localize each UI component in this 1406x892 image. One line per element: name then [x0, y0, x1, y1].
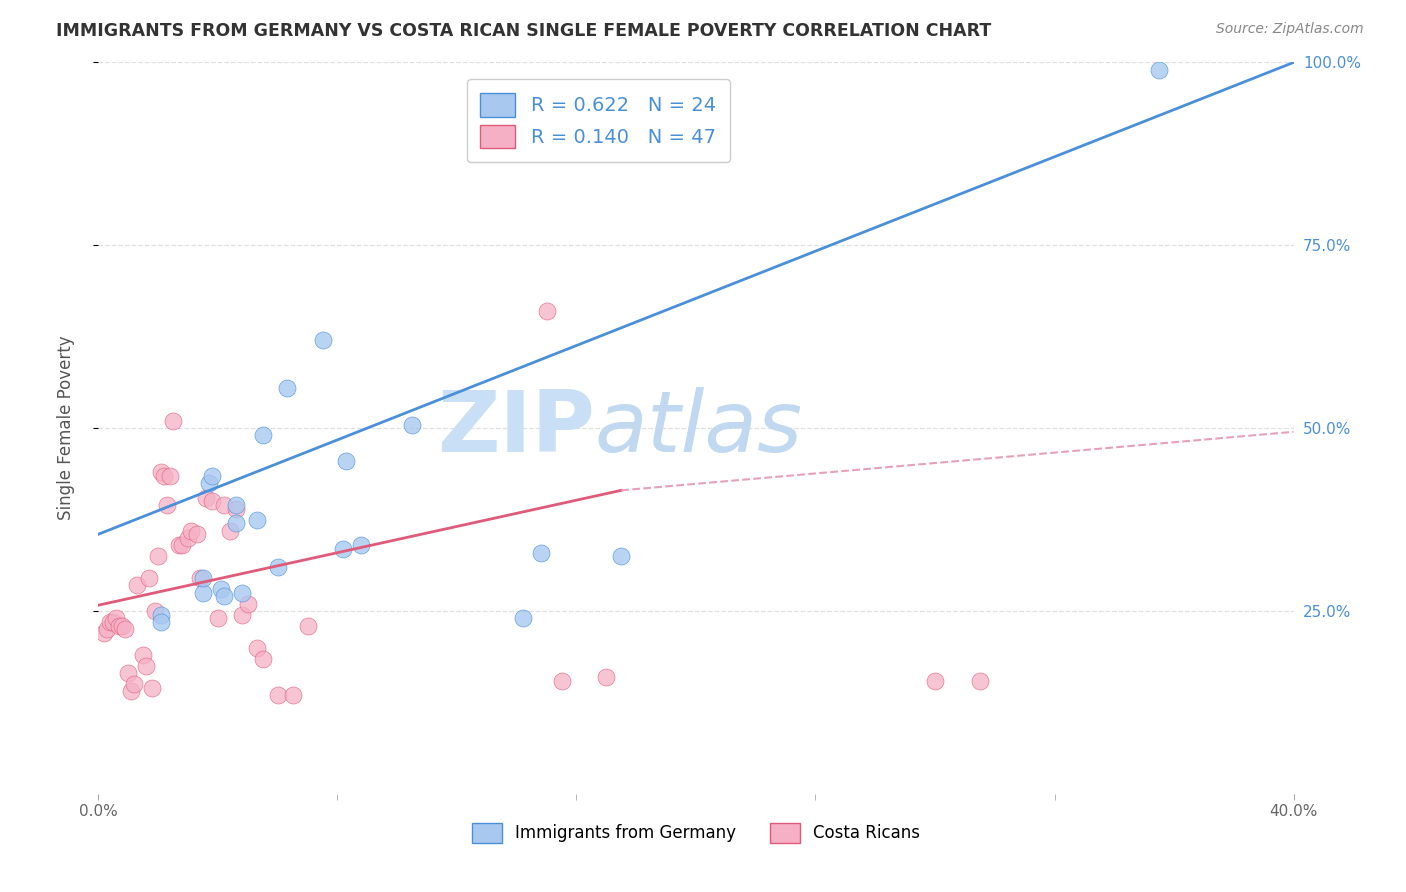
Y-axis label: Single Female Poverty: Single Female Poverty	[56, 336, 75, 520]
Point	[335, 454, 357, 468]
Point	[281, 688, 304, 702]
Point	[153, 468, 176, 483]
Point	[231, 607, 253, 622]
Point	[252, 651, 274, 665]
Point	[267, 688, 290, 702]
Point	[350, 538, 373, 552]
Point	[219, 524, 242, 538]
Point	[141, 681, 163, 695]
Point	[207, 611, 229, 625]
Point	[201, 494, 224, 508]
Point	[246, 512, 269, 526]
Point	[186, 527, 208, 541]
Point	[311, 334, 333, 348]
Point	[1147, 62, 1170, 77]
Point	[103, 615, 125, 629]
Point	[212, 590, 235, 604]
Point	[111, 618, 134, 632]
Point	[401, 417, 423, 432]
Point	[252, 428, 274, 442]
Point	[924, 673, 946, 688]
Point	[332, 541, 354, 556]
Point	[225, 501, 247, 516]
Point	[120, 684, 142, 698]
Point	[969, 673, 991, 688]
Text: atlas: atlas	[595, 386, 803, 470]
Point	[530, 545, 553, 559]
Point	[297, 618, 319, 632]
Point	[172, 538, 194, 552]
Point	[191, 571, 214, 585]
Point	[276, 381, 298, 395]
Point	[225, 498, 247, 512]
Point	[191, 585, 214, 599]
Point	[124, 677, 146, 691]
Point	[550, 673, 572, 688]
Point	[180, 524, 202, 538]
Point	[201, 468, 224, 483]
Point	[108, 618, 131, 632]
Point	[198, 476, 221, 491]
Point	[135, 658, 157, 673]
Point	[246, 640, 269, 655]
Point	[150, 465, 173, 479]
Point	[98, 615, 122, 629]
Point	[188, 571, 211, 585]
Point	[536, 304, 558, 318]
Point	[105, 611, 128, 625]
Point	[96, 623, 118, 637]
Point	[512, 611, 534, 625]
Point	[143, 604, 166, 618]
Point	[225, 516, 247, 531]
Point	[150, 615, 173, 629]
Point	[610, 549, 633, 564]
Point	[209, 582, 232, 596]
Point	[156, 498, 179, 512]
Text: IMMIGRANTS FROM GERMANY VS COSTA RICAN SINGLE FEMALE POVERTY CORRELATION CHART: IMMIGRANTS FROM GERMANY VS COSTA RICAN S…	[56, 22, 991, 40]
Point	[195, 491, 218, 505]
Point	[93, 626, 115, 640]
Point	[177, 531, 200, 545]
Point	[595, 670, 617, 684]
Point	[212, 498, 235, 512]
Point	[236, 597, 259, 611]
Point	[132, 648, 155, 662]
Point	[127, 578, 149, 592]
Text: ZIP: ZIP	[437, 386, 595, 470]
Point	[117, 666, 139, 681]
Point	[148, 549, 170, 564]
Point	[267, 560, 290, 574]
Point	[159, 468, 181, 483]
Point	[138, 571, 160, 585]
Point	[162, 414, 184, 428]
Legend: Immigrants from Germany, Costa Ricans: Immigrants from Germany, Costa Ricans	[464, 814, 928, 851]
Point	[167, 538, 190, 552]
Point	[150, 607, 173, 622]
Text: Source: ZipAtlas.com: Source: ZipAtlas.com	[1216, 22, 1364, 37]
Point	[114, 623, 136, 637]
Point	[231, 585, 253, 599]
